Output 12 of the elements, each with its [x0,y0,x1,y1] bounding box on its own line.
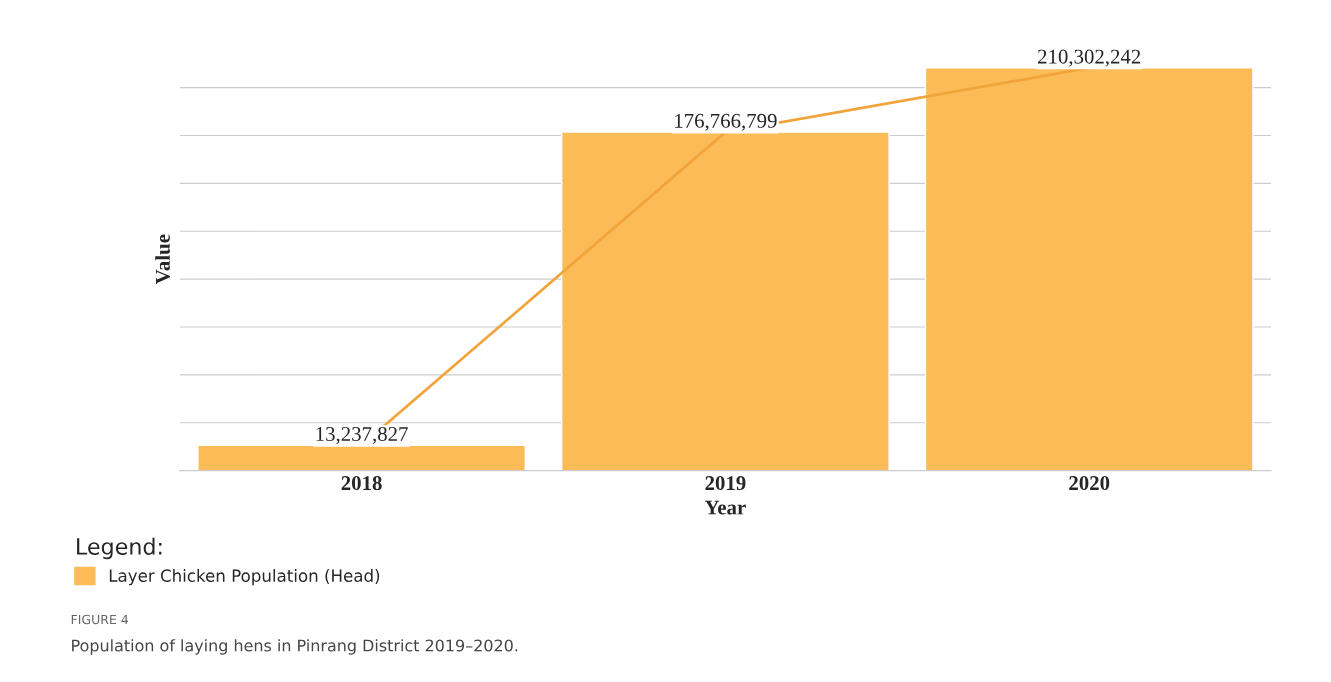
data-label: 210,302,242 [1038,49,1141,67]
x-tick-label: 2019 [705,476,746,491]
text: Layer Chicken Population (Head) [109,569,380,586]
data-label: 176,766,799 [675,113,777,131]
text: Population of laying hens in Pinrang District 2019–2020. [72,639,518,655]
x-tick-label: 2020 [1069,476,1110,491]
data-label: 13,237,827 [316,426,408,444]
caption: FIGURE 4 [71,614,129,625]
y-axis-title: Value [155,234,171,285]
legend-title: Legend: [77,537,162,560]
x-tick-label: 2018 [341,476,382,491]
x-axis-title: Year [704,500,746,515]
